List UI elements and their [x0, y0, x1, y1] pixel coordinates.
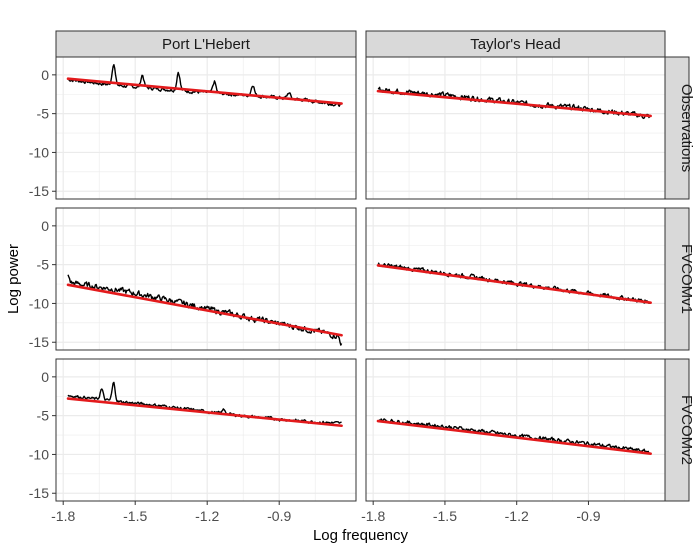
spectrum-line — [377, 418, 651, 455]
column-strip-label: Port L'Hebert — [162, 36, 251, 53]
y-tick-label: -10 — [29, 295, 49, 311]
panel-border — [55, 358, 357, 502]
panel-background — [366, 208, 665, 350]
row-strip-label: Observations — [678, 84, 695, 172]
y-tick-label: 0 — [41, 218, 49, 234]
column-strip — [55, 30, 357, 58]
x-tick-label: -1.5 — [433, 508, 457, 524]
panel-border — [55, 207, 357, 351]
fit-line — [66, 397, 343, 428]
x-tick-label: -1.2 — [505, 508, 529, 524]
y-tick-label: 0 — [41, 67, 49, 83]
fit-line — [66, 283, 343, 337]
y-tick-label: -5 — [37, 106, 50, 122]
fit-line — [376, 264, 652, 304]
panel-background — [56, 57, 356, 199]
row-strip-label: FVCOMv1 — [678, 244, 695, 314]
panel-background — [56, 208, 356, 350]
y-tick-label: -15 — [29, 485, 49, 501]
panel-background — [366, 57, 665, 199]
y-tick-label: -10 — [29, 446, 49, 462]
fit-line — [376, 419, 652, 455]
y-tick-label: -5 — [37, 257, 50, 273]
row-strip — [664, 207, 690, 351]
column-strip — [365, 30, 666, 58]
x-axis-title: Log frequency — [313, 527, 409, 544]
y-tick-label: 0 — [41, 369, 49, 385]
y-tick-label: -15 — [29, 334, 49, 350]
row-strip — [664, 56, 690, 200]
panel-background — [56, 359, 356, 501]
y-tick-label: -10 — [29, 144, 49, 160]
x-tick-label: -0.9 — [576, 508, 600, 524]
x-tick-label: -1.2 — [195, 508, 219, 524]
x-tick-label: -0.9 — [267, 508, 291, 524]
x-tick-label: -1.5 — [123, 508, 147, 524]
panel-background — [366, 359, 665, 501]
y-tick-label: -15 — [29, 183, 49, 199]
fit-line — [66, 77, 343, 105]
x-tick-label: -1.8 — [51, 508, 75, 524]
column-strip-label: Taylor's Head — [470, 36, 560, 53]
y-tick-label: -5 — [37, 408, 50, 424]
y-axis-title: Log power — [5, 244, 22, 314]
x-tick-label: -1.8 — [361, 508, 385, 524]
fit-line — [376, 89, 652, 118]
row-strip-label: FVCOMv2 — [678, 395, 695, 465]
row-strip — [664, 358, 690, 502]
